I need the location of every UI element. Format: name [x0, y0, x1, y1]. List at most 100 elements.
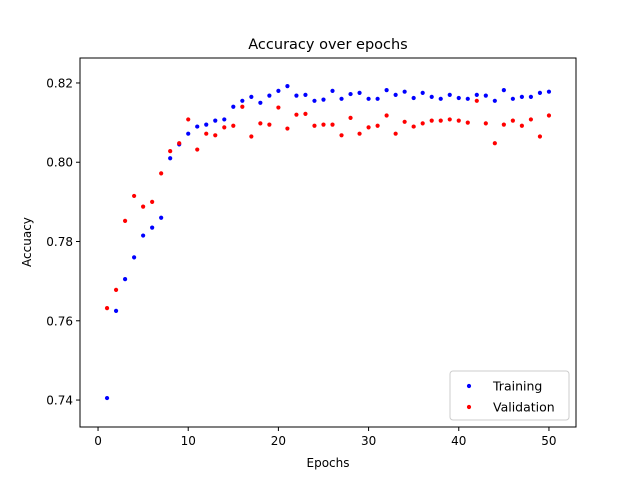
legend-marker-validation	[466, 404, 472, 410]
training-point	[339, 96, 344, 101]
training-point	[420, 90, 425, 95]
validation-point	[420, 121, 425, 126]
training-point	[303, 92, 308, 97]
validation-point	[519, 123, 524, 128]
training-point	[474, 92, 479, 97]
validation-point	[186, 117, 191, 122]
x-axis-label: Epochs	[307, 456, 350, 470]
training-point	[204, 122, 209, 127]
validation-point	[366, 125, 371, 130]
training-point	[492, 98, 497, 103]
training-point	[375, 96, 380, 101]
training-point	[104, 395, 110, 401]
training-point	[537, 90, 543, 95]
validation-point	[285, 126, 290, 131]
legend-marker-training	[466, 383, 472, 389]
y-tick-label: 0.74	[46, 394, 73, 408]
training-point	[186, 131, 191, 136]
training-point	[402, 89, 407, 94]
plot-marks	[104, 84, 552, 401]
training-point	[276, 88, 281, 93]
y-tick-label: 0.82	[46, 76, 73, 90]
validation-point	[483, 121, 488, 126]
training-point	[528, 94, 534, 99]
training-point	[429, 94, 434, 99]
validation-point	[104, 306, 110, 311]
x-tick-label: 0	[94, 434, 102, 448]
training-point	[195, 124, 200, 129]
validation-point	[150, 199, 155, 204]
training-point	[249, 94, 254, 99]
validation-point	[429, 118, 434, 123]
validation-point	[402, 119, 407, 124]
validation-point	[249, 134, 254, 139]
training-point	[222, 117, 227, 122]
training-point	[258, 100, 263, 105]
validation-point	[132, 193, 137, 199]
training-point	[465, 96, 470, 101]
validation-point	[231, 123, 236, 128]
training-point	[456, 95, 461, 101]
validation-point	[195, 147, 200, 152]
training-point	[438, 96, 443, 101]
training-point	[483, 93, 488, 98]
validation-point	[321, 122, 326, 127]
training-point	[213, 118, 218, 123]
validation-point	[537, 134, 543, 139]
training-point	[366, 96, 371, 101]
y-tick-label: 0.78	[46, 235, 73, 249]
validation-point	[222, 125, 227, 130]
validation-point	[501, 122, 506, 127]
training-point	[384, 88, 389, 93]
validation-point	[213, 133, 218, 138]
x-tick-label: 10	[181, 434, 196, 448]
training-point	[357, 90, 362, 95]
y-tick-label: 0.80	[46, 156, 73, 170]
legend-box	[449, 370, 570, 421]
validation-point	[384, 113, 389, 118]
training-point	[546, 89, 552, 94]
x-tick-label: 50	[541, 434, 556, 448]
legend-label-training: Training	[492, 379, 542, 394]
training-point	[159, 215, 164, 220]
y-axis-label: Accuacy	[20, 217, 34, 267]
training-point	[150, 225, 155, 230]
validation-point	[411, 124, 416, 129]
validation-point	[375, 123, 380, 128]
training-point	[312, 98, 317, 103]
training-point	[240, 98, 245, 103]
validation-point	[258, 121, 263, 126]
validation-point	[447, 117, 452, 122]
training-point	[294, 93, 299, 98]
training-point	[168, 156, 173, 161]
validation-point	[159, 171, 164, 176]
training-point	[231, 104, 236, 109]
validation-point	[177, 141, 182, 146]
x-tick-label: 40	[451, 434, 466, 448]
validation-point	[168, 149, 173, 154]
plot-frame	[79, 57, 577, 428]
validation-point	[113, 287, 119, 292]
validation-point	[141, 204, 146, 209]
chart-title: Accuracy over epochs	[248, 37, 407, 53]
validation-point	[204, 131, 209, 136]
validation-point	[348, 115, 353, 120]
training-point	[141, 233, 146, 238]
training-point	[267, 93, 272, 98]
training-point	[510, 96, 515, 101]
validation-point	[122, 218, 128, 223]
training-point	[519, 94, 524, 99]
validation-point	[492, 141, 497, 146]
training-point	[348, 91, 353, 97]
training-point	[411, 95, 416, 101]
legend: Training Validation	[449, 370, 570, 421]
x-axis-ticks: 0 10 20 30 40 50	[94, 427, 557, 448]
validation-point	[438, 118, 443, 123]
validation-point	[240, 104, 245, 109]
training-point	[330, 88, 335, 93]
validation-point	[465, 120, 470, 125]
validation-point	[330, 122, 335, 127]
y-tick-label: 0.76	[46, 314, 73, 328]
validation-point	[528, 117, 534, 122]
